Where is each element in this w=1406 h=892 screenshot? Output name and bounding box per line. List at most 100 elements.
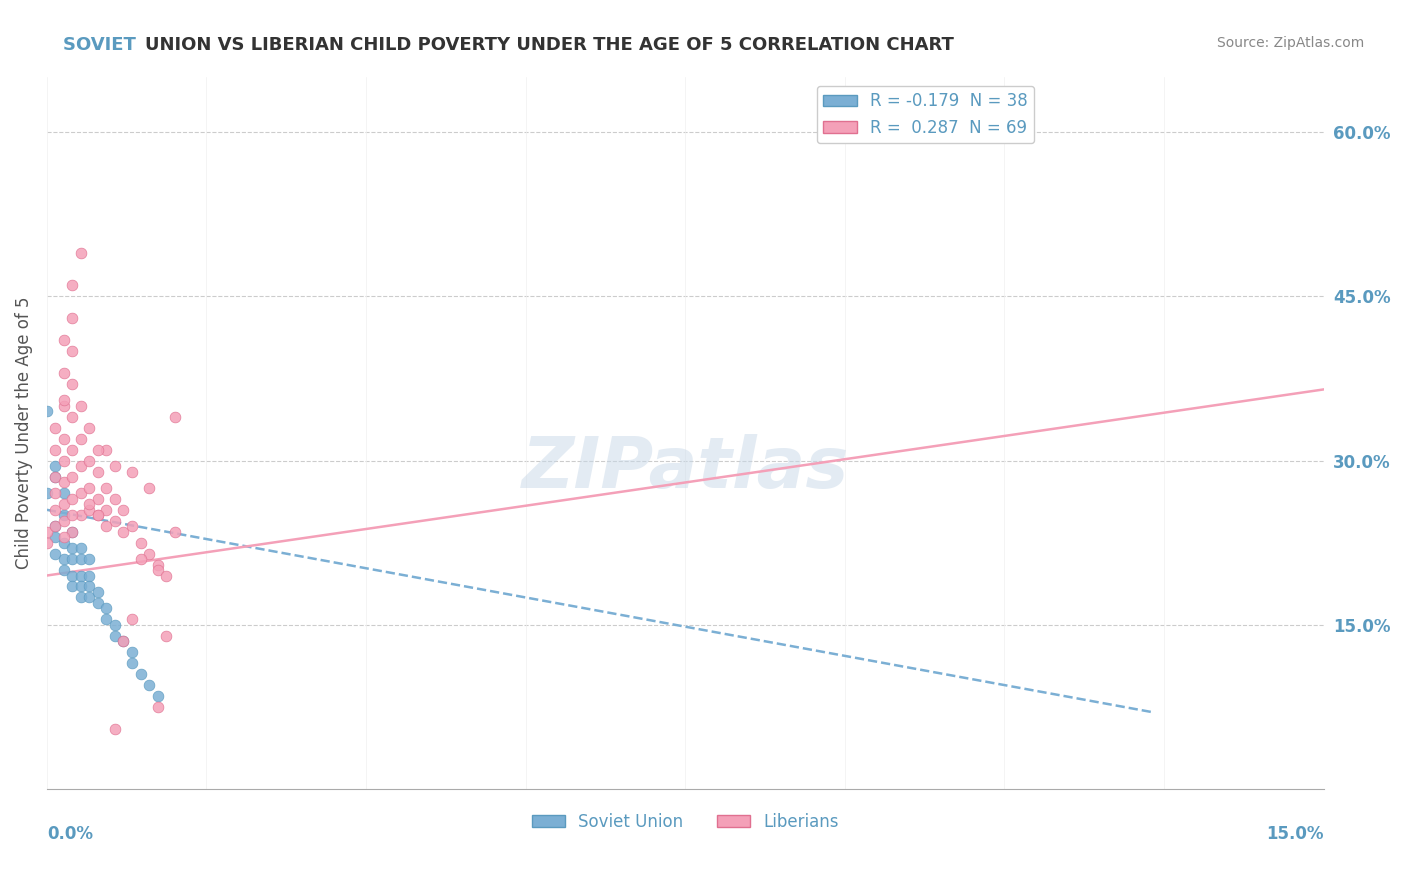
Point bbox=[44, 458, 66, 473]
Point bbox=[70, 568, 93, 582]
Point bbox=[70, 579, 93, 593]
Point bbox=[62, 568, 84, 582]
Point bbox=[70, 508, 93, 523]
Point bbox=[155, 629, 177, 643]
Point bbox=[104, 629, 127, 643]
Point bbox=[52, 453, 75, 467]
Point bbox=[44, 519, 66, 533]
Point bbox=[138, 678, 160, 692]
Point bbox=[44, 486, 66, 500]
Text: UNION VS LIBERIAN CHILD POVERTY UNDER THE AGE OF 5 CORRELATION CHART: UNION VS LIBERIAN CHILD POVERTY UNDER TH… bbox=[145, 36, 953, 54]
Point bbox=[79, 579, 101, 593]
Point bbox=[70, 432, 93, 446]
Point bbox=[70, 552, 93, 566]
Point bbox=[121, 519, 143, 533]
Text: Source: ZipAtlas.com: Source: ZipAtlas.com bbox=[1216, 36, 1364, 50]
Point bbox=[104, 617, 127, 632]
Text: SOVIET: SOVIET bbox=[63, 36, 142, 54]
Point bbox=[138, 547, 160, 561]
Point bbox=[62, 376, 84, 391]
Point bbox=[44, 530, 66, 544]
Y-axis label: Child Poverty Under the Age of 5: Child Poverty Under the Age of 5 bbox=[15, 297, 32, 569]
Point bbox=[52, 393, 75, 408]
Point bbox=[79, 497, 101, 511]
Point bbox=[52, 535, 75, 549]
Point bbox=[70, 486, 93, 500]
Point bbox=[87, 596, 110, 610]
Point bbox=[121, 645, 143, 659]
Point bbox=[52, 497, 75, 511]
Point bbox=[62, 311, 84, 326]
Point bbox=[62, 344, 84, 359]
Point bbox=[146, 699, 169, 714]
Point bbox=[44, 503, 66, 517]
Point bbox=[138, 481, 160, 495]
Point bbox=[44, 442, 66, 457]
Point bbox=[87, 442, 110, 457]
Point bbox=[44, 519, 66, 533]
Text: ZIPatlas: ZIPatlas bbox=[522, 434, 849, 503]
Point bbox=[79, 453, 101, 467]
Point bbox=[129, 535, 152, 549]
Text: 15.0%: 15.0% bbox=[1267, 824, 1323, 843]
Text: 0.0%: 0.0% bbox=[46, 824, 93, 843]
Point bbox=[129, 667, 152, 681]
Point bbox=[104, 491, 127, 506]
Point bbox=[52, 432, 75, 446]
Point bbox=[129, 552, 152, 566]
Point bbox=[79, 568, 101, 582]
Point bbox=[96, 601, 118, 615]
Point bbox=[104, 514, 127, 528]
Point bbox=[112, 634, 135, 648]
Point bbox=[44, 470, 66, 484]
Point bbox=[62, 491, 84, 506]
Point bbox=[62, 524, 84, 539]
Point bbox=[70, 458, 93, 473]
Point bbox=[112, 524, 135, 539]
Point bbox=[62, 278, 84, 293]
Point bbox=[52, 530, 75, 544]
Point bbox=[35, 404, 58, 418]
Point bbox=[87, 508, 110, 523]
Point bbox=[146, 563, 169, 577]
Point bbox=[70, 541, 93, 556]
Point bbox=[44, 421, 66, 435]
Point bbox=[52, 366, 75, 380]
Point bbox=[87, 491, 110, 506]
Point bbox=[112, 634, 135, 648]
Point bbox=[96, 481, 118, 495]
Point bbox=[70, 591, 93, 605]
Point bbox=[52, 399, 75, 413]
Point bbox=[62, 409, 84, 424]
Point bbox=[121, 612, 143, 626]
Point bbox=[62, 442, 84, 457]
Point bbox=[52, 333, 75, 347]
Point bbox=[62, 470, 84, 484]
Point bbox=[155, 568, 177, 582]
Point bbox=[52, 486, 75, 500]
Point bbox=[87, 465, 110, 479]
Point bbox=[87, 585, 110, 599]
Point bbox=[35, 524, 58, 539]
Point bbox=[52, 563, 75, 577]
Point bbox=[70, 245, 93, 260]
Point bbox=[112, 503, 135, 517]
Point bbox=[62, 508, 84, 523]
Point bbox=[35, 486, 58, 500]
Point bbox=[79, 503, 101, 517]
Point bbox=[62, 541, 84, 556]
Point bbox=[62, 579, 84, 593]
Point bbox=[121, 465, 143, 479]
Point bbox=[163, 409, 186, 424]
Point bbox=[146, 558, 169, 572]
Point bbox=[79, 591, 101, 605]
Point bbox=[62, 524, 84, 539]
Point bbox=[52, 475, 75, 490]
Point bbox=[146, 689, 169, 703]
Point bbox=[121, 656, 143, 670]
Legend: Soviet Union, Liberians: Soviet Union, Liberians bbox=[524, 806, 845, 838]
Point bbox=[52, 552, 75, 566]
Point bbox=[79, 421, 101, 435]
Point bbox=[87, 508, 110, 523]
Point bbox=[44, 470, 66, 484]
